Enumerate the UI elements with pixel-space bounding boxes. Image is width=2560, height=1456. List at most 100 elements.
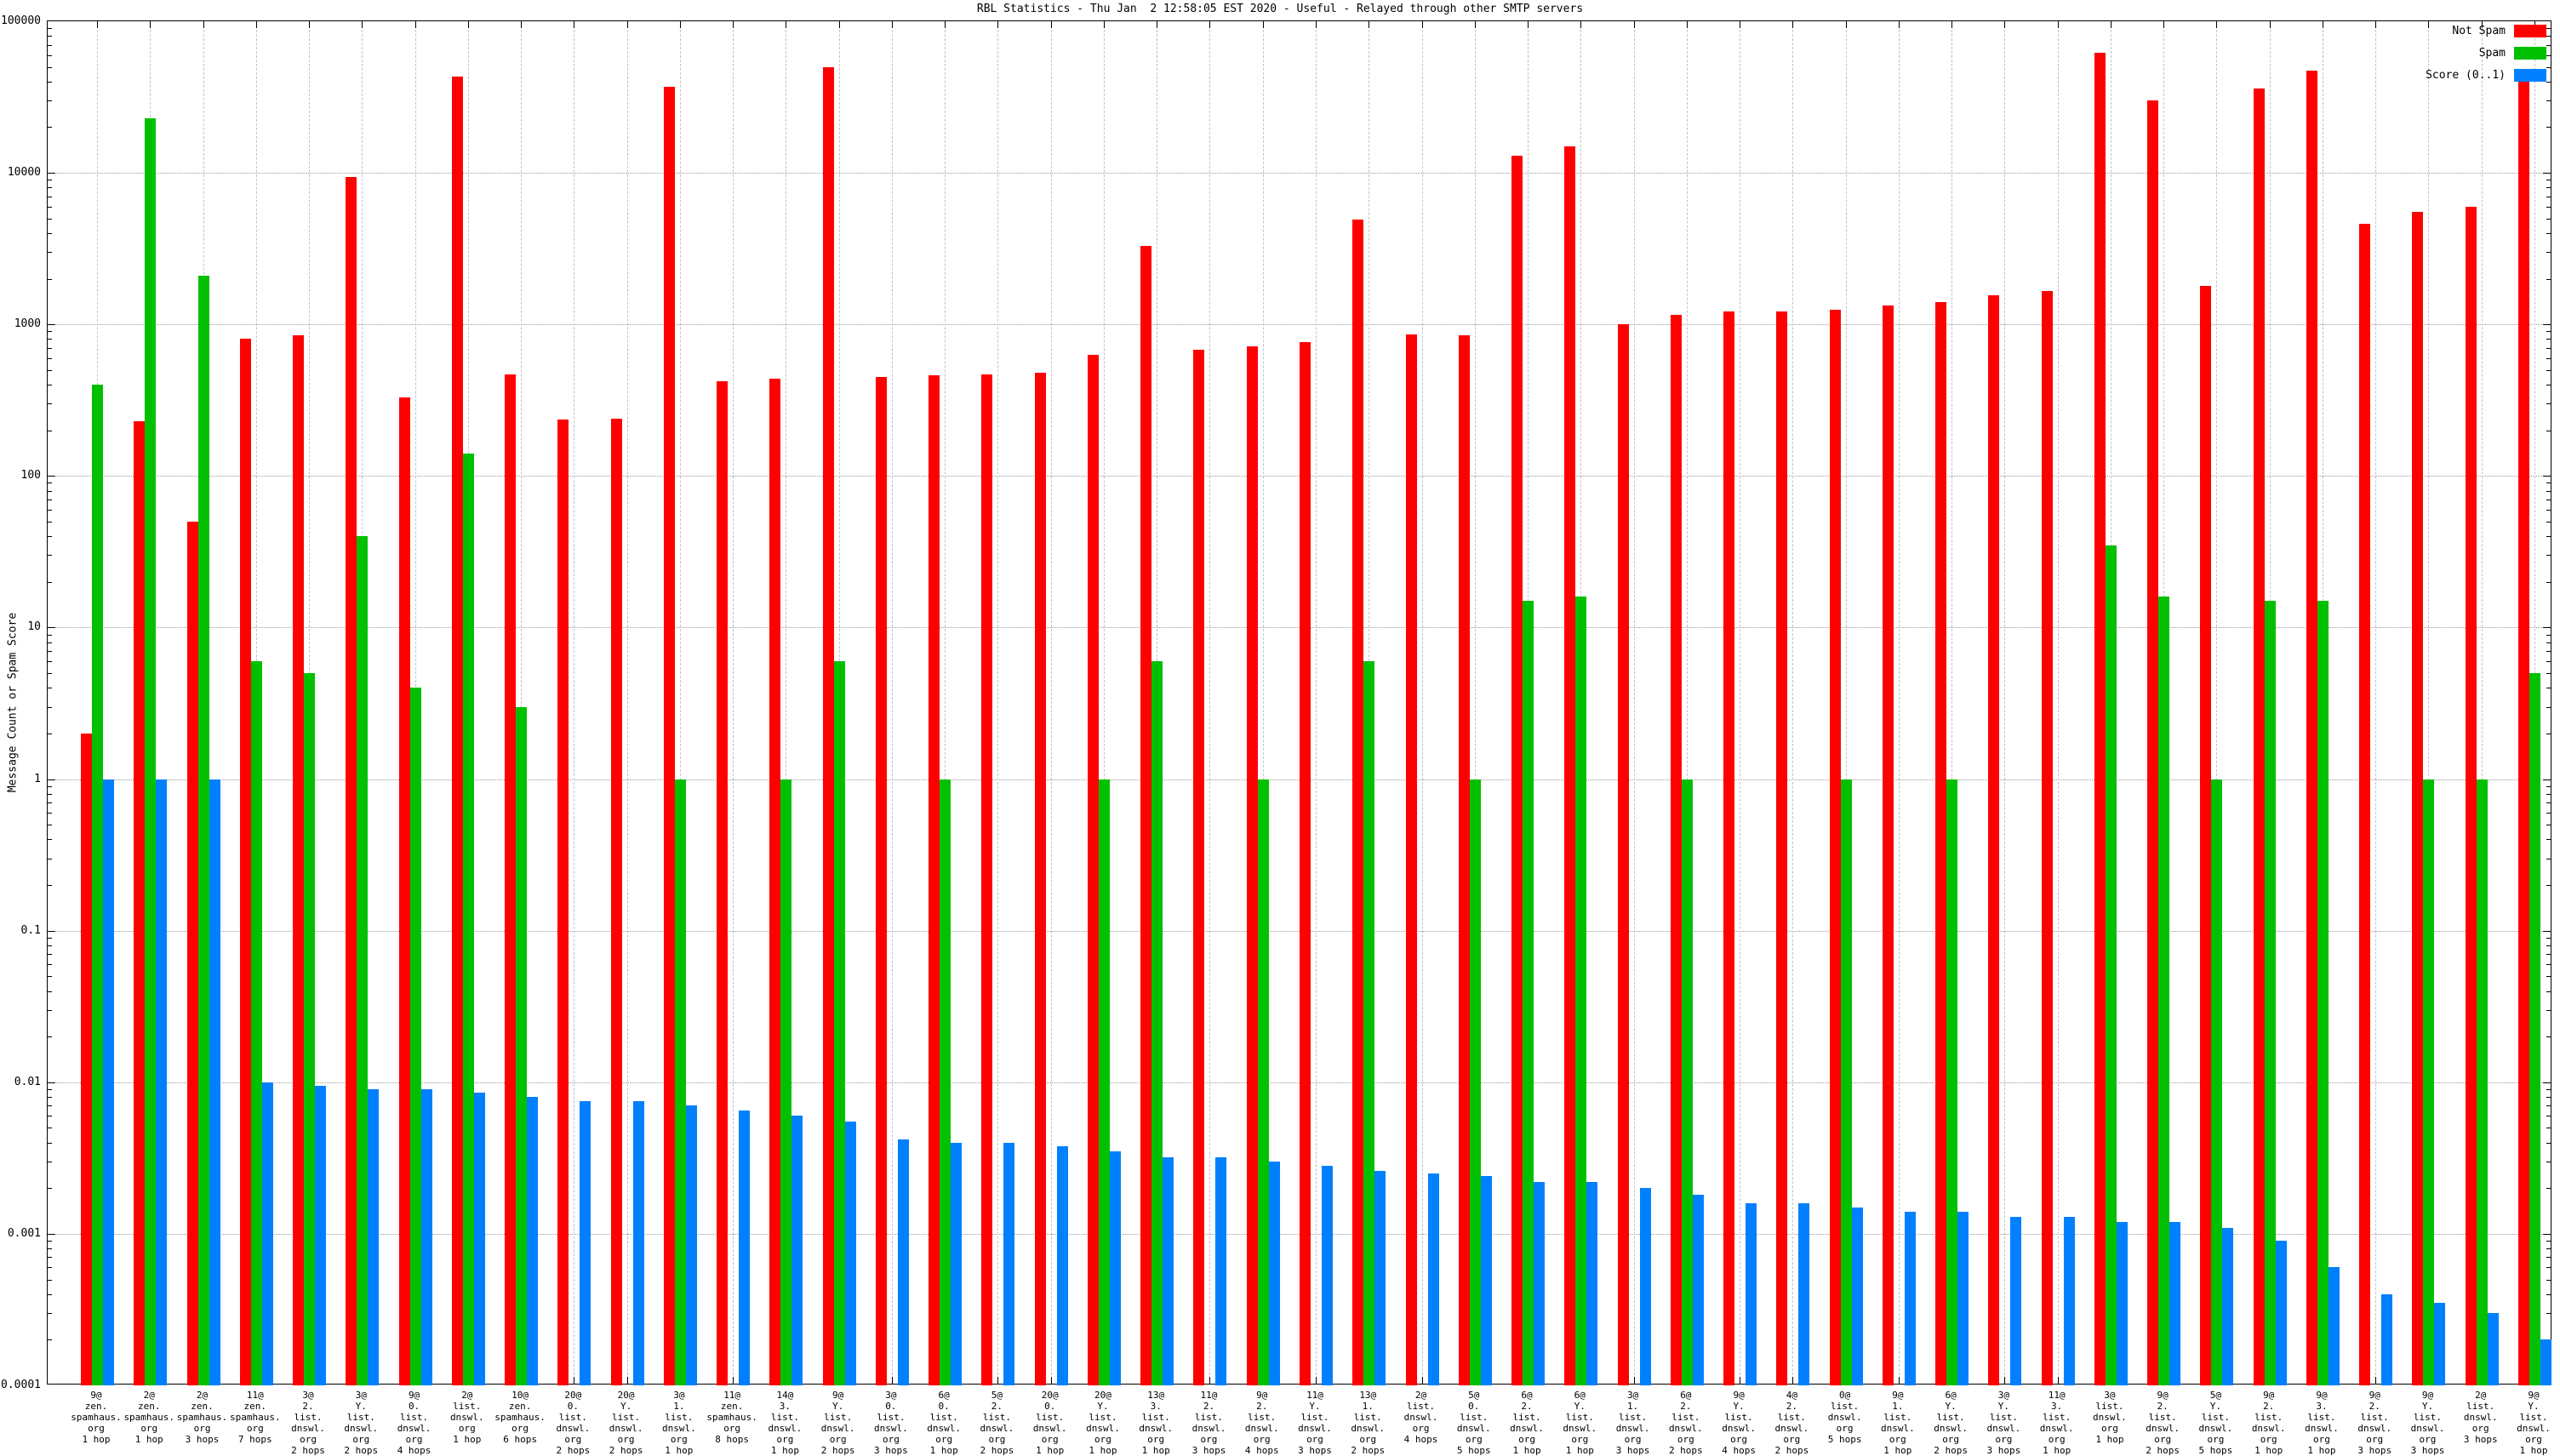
bar-spam: [2476, 779, 2488, 1385]
y-minor-tick: [2546, 357, 2551, 359]
y-minor-tick: [2546, 991, 2551, 992]
y-minor-tick: [2546, 54, 2551, 56]
bar-score-0-1: [632, 1101, 644, 1385]
x-bottom-tick: [2375, 1377, 2377, 1384]
bar-spam: [1575, 597, 1587, 1385]
x-tick-label: 3@ Y. list. dnswl. org 2 hops: [344, 1390, 379, 1456]
bar-not-spam: [1034, 372, 1046, 1385]
y-minor-tick: [2546, 1279, 2551, 1281]
bar-score-0-1: [1056, 1145, 1068, 1385]
legend-swatch: [2514, 24, 2546, 37]
bar-score-0-1: [527, 1097, 539, 1385]
y-minor-tick: [2546, 252, 2551, 254]
y-major-tick: [48, 1233, 55, 1235]
y-minor-tick: [2546, 81, 2551, 83]
x-tick-label: 2@ list. dnswl. org 3 hops: [2463, 1390, 2498, 1445]
y-minor-tick: [2546, 509, 2551, 511]
bar-not-spam: [1617, 324, 1629, 1385]
x-top-tick: [2163, 21, 2165, 28]
x-tick-label: 9@ Y. list. dnswl. org 4 hops: [1722, 1390, 1756, 1456]
y-minor-tick: [48, 187, 52, 189]
bar-spam: [2158, 597, 2170, 1385]
x-bottom-tick: [997, 1377, 999, 1384]
bar-score-0-1: [1215, 1156, 1227, 1385]
bar-score-0-1: [315, 1085, 327, 1385]
y-minor-tick: [2546, 44, 2551, 46]
x-tick-label: 9@ 3. list. dnswl. org 1 hop: [2305, 1390, 2339, 1456]
bar-not-spam: [2041, 291, 2053, 1385]
y-major-tick: [48, 779, 55, 780]
bar-not-spam: [1935, 301, 1947, 1385]
legend-item: Spam: [2426, 46, 2546, 60]
x-bottom-tick: [1898, 1377, 1900, 1384]
bar-spam: [833, 660, 845, 1385]
grid-line-v: [891, 21, 893, 1384]
bar-not-spam: [557, 420, 569, 1385]
bar-score-0-1: [1480, 1176, 1492, 1385]
bar-not-spam: [346, 176, 357, 1385]
bar-score-0-1: [209, 779, 220, 1385]
y-minor-tick: [2546, 1105, 2551, 1107]
y-minor-tick: [48, 403, 52, 405]
y-major-tick: [48, 1082, 55, 1083]
y-minor-tick: [48, 954, 52, 956]
y-minor-tick: [48, 66, 52, 68]
y-minor-tick: [2546, 536, 2551, 538]
bar-score-0-1: [1374, 1170, 1386, 1385]
y-minor-tick: [2546, 937, 2551, 939]
y-minor-tick: [2546, 1142, 2551, 1144]
y-major-tick: [2543, 930, 2551, 932]
bar-spam: [1098, 779, 1110, 1385]
bar-not-spam: [663, 86, 675, 1385]
grid-line-v: [2057, 21, 2059, 1384]
x-bottom-tick: [1209, 1377, 1211, 1384]
y-minor-tick: [48, 991, 52, 992]
y-minor-tick: [48, 232, 52, 234]
bar-not-spam: [1511, 155, 1523, 1385]
grid-line-v: [1103, 21, 1105, 1384]
x-tick-label: 5@ Y. list. dnswl. org 5 hops: [2198, 1390, 2233, 1456]
legend-label: Spam: [2478, 46, 2506, 60]
y-major-tick: [2543, 1082, 2551, 1083]
bar-score-0-1: [2169, 1221, 2181, 1385]
x-top-tick: [203, 21, 204, 28]
x-top-tick: [97, 21, 98, 28]
y-minor-tick: [2546, 813, 2551, 814]
x-bottom-tick: [733, 1377, 734, 1384]
y-minor-tick: [48, 1097, 52, 1099]
x-top-tick: [414, 21, 416, 28]
bar-not-spam: [822, 66, 834, 1385]
x-top-tick: [1103, 21, 1105, 28]
bar-score-0-1: [685, 1105, 697, 1385]
x-top-tick: [891, 21, 893, 28]
y-minor-tick: [48, 660, 52, 662]
y-minor-tick: [48, 642, 52, 643]
y-minor-tick: [48, 127, 52, 128]
y-minor-tick: [48, 802, 52, 804]
y-tick-label: 10000: [7, 166, 41, 180]
bar-not-spam: [1829, 309, 1841, 1385]
bar-not-spam: [769, 378, 781, 1385]
bar-score-0-1: [1268, 1161, 1280, 1385]
bar-not-spam: [1988, 295, 2000, 1385]
bar-not-spam: [717, 381, 729, 1385]
x-top-tick: [309, 21, 311, 28]
bar-not-spam: [186, 521, 198, 1385]
bar-spam: [409, 688, 421, 1385]
x-top-tick: [2216, 21, 2218, 28]
grid-line-v: [626, 21, 628, 1384]
bar-score-0-1: [1586, 1181, 1598, 1385]
bar-spam: [92, 385, 103, 1385]
y-minor-tick: [48, 1241, 52, 1242]
legend-item: Score (0..1): [2426, 68, 2546, 82]
y-minor-tick: [48, 839, 52, 841]
bar-not-spam: [293, 334, 305, 1385]
bar-score-0-1: [2328, 1267, 2340, 1385]
bar-not-spam: [1300, 342, 1311, 1385]
grid-line-v: [521, 21, 523, 1384]
x-top-tick: [1474, 21, 1476, 28]
y-minor-tick: [48, 1105, 52, 1107]
grid-line-v: [1898, 21, 1900, 1384]
grid-line-v: [1262, 21, 1264, 1384]
y-minor-tick: [48, 651, 52, 653]
